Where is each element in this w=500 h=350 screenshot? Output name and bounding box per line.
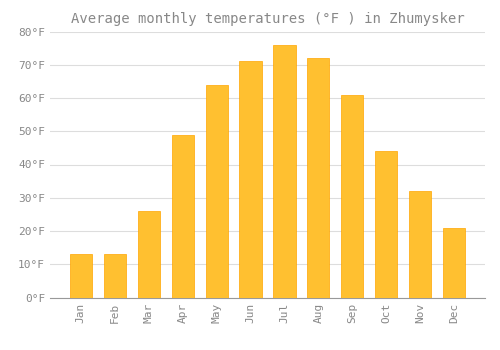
Bar — [274, 45, 295, 298]
Title: Average monthly temperatures (°F ) in Zhumysker: Average monthly temperatures (°F ) in Zh… — [70, 12, 464, 26]
Bar — [308, 58, 330, 298]
Bar — [443, 228, 465, 298]
Bar — [342, 94, 363, 298]
Bar — [409, 191, 432, 298]
Bar — [206, 85, 228, 298]
Bar — [240, 61, 262, 298]
Bar — [172, 134, 194, 298]
Bar — [104, 254, 126, 298]
Bar — [70, 254, 92, 298]
Bar — [138, 211, 160, 298]
Bar — [376, 151, 398, 298]
